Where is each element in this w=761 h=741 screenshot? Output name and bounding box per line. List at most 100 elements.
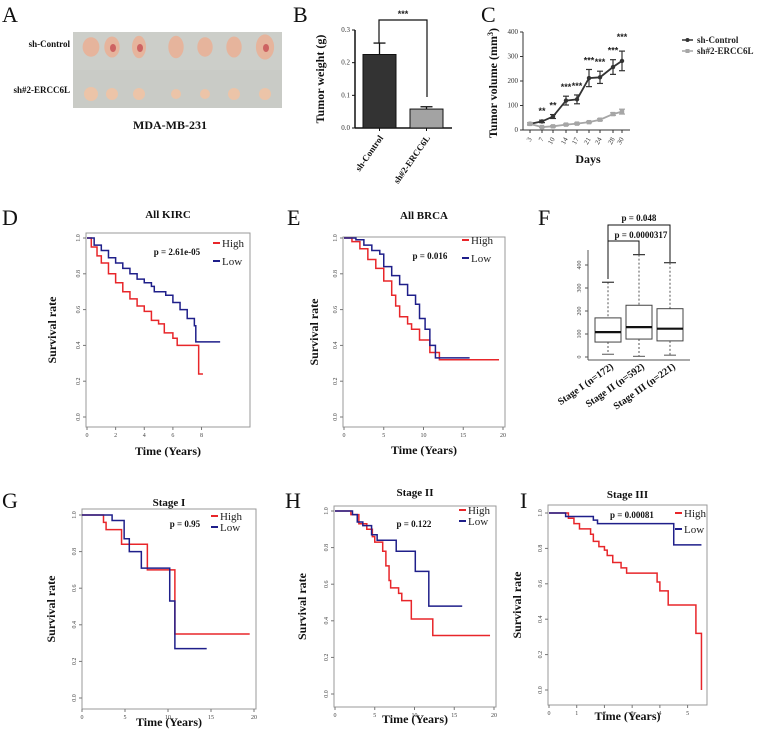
y-tick-label: 0.4 [538, 615, 544, 623]
significance-label: *** [398, 9, 409, 19]
x-tick-label: 4 [143, 433, 146, 439]
x-tick-label: 28 [606, 136, 617, 146]
y-tick-label: 0.8 [538, 545, 544, 553]
x-tick-label: 3 [525, 136, 534, 143]
x-tick-label: 20 [491, 713, 497, 719]
p-value: p = 0.122 [397, 519, 432, 529]
chart-title: Stage II [397, 487, 434, 499]
panel-label-a: A [2, 2, 18, 27]
chart-title: All BRCA [400, 210, 448, 222]
tumor-knockdown [171, 89, 181, 99]
y-tick-label: 100 [508, 102, 519, 110]
box [625, 304, 653, 340]
survival-curve-high [335, 510, 491, 637]
x-tick-label: sh-Control [353, 133, 385, 173]
legend-label: High [468, 505, 491, 517]
x-axis-label: Time (Years) [594, 709, 660, 723]
y-tick-label: 0.0 [341, 124, 350, 132]
tumor-blood-spot [137, 44, 143, 52]
y-tick-label: 1.0 [333, 234, 339, 242]
y-label-superscript: 3 [486, 32, 495, 36]
panel-i: 0.0 0.2 0.4 0.6 0.8 1.0 0 1 2 3 4 5 High Low p = 0.000… [510, 489, 708, 723]
y-tick-label: 0.0 [76, 413, 82, 421]
survival-curve-low [87, 237, 221, 343]
y-tick-label: 0.0 [324, 690, 330, 698]
legend-label: sh-Control [697, 35, 739, 45]
y-tick-label: 200 [508, 77, 519, 85]
tumor-knockdown [259, 88, 271, 100]
y-axis-label: Survival rate [45, 296, 59, 364]
x-tick-label: 10 [421, 433, 427, 439]
y-axis-label: Survival rate [44, 575, 58, 643]
legend-marker [685, 49, 690, 53]
x-tick-label: 7 [537, 136, 546, 143]
y-tick-label: 200 [577, 307, 583, 316]
chart-title: Stage I [153, 497, 186, 509]
row-label-control: sh-Control [29, 39, 71, 49]
comparison-bracket [607, 224, 671, 279]
y-tick-label: 0.8 [76, 270, 82, 278]
y-tick-label: 0 [577, 356, 583, 359]
y-tick-label: 0.6 [538, 580, 544, 588]
y-axis-label: Survival rate [510, 571, 524, 639]
x-tick-label: 5 [373, 713, 376, 719]
y-tick-label: 0.8 [72, 548, 78, 556]
survival-curve-high [82, 514, 250, 635]
tumor-control [82, 37, 100, 57]
y-tick-label: 0.0 [333, 413, 339, 421]
legend-label: sh#2-ERCC6L [697, 46, 754, 56]
tumor-control [197, 37, 213, 57]
plot-frame [342, 236, 506, 428]
x-tick-label: 0 [548, 711, 551, 717]
x-tick-label: sh#2-ERCC6L [392, 133, 433, 185]
y-tick-label: 0.6 [72, 584, 78, 592]
data-point [550, 114, 556, 119]
panel-b: 0.0 0.1 0.2 0.3 sh-Control sh#2-ERCC6L *** Tumo… [313, 9, 452, 185]
y-axis-label: Tumor weight (g) [313, 35, 327, 124]
data-point [527, 121, 533, 127]
panel-label-c: C [481, 2, 496, 27]
p-value: p = 2.61e-05 [154, 247, 201, 257]
row-label-knockdown: sh#2-ERCC6L [13, 85, 70, 95]
survival-curve-low [344, 237, 470, 359]
x-tick-label: 24 [593, 136, 604, 146]
y-tick-label: 0.8 [324, 544, 330, 552]
x-tick-label: 10 [546, 136, 557, 146]
tumor-knockdown [228, 88, 240, 100]
x-axis-label: Days [575, 152, 601, 166]
legend-label: Low [471, 253, 491, 265]
y-tick-label: 0.2 [324, 654, 330, 662]
x-tick-label: 0 [86, 433, 89, 439]
significance-mark: *** [595, 57, 606, 67]
significance-mark: *** [617, 32, 628, 42]
y-tick-label: 0.6 [333, 306, 339, 314]
data-point [574, 97, 580, 102]
y-tick-label: 300 [508, 53, 519, 61]
data-point [597, 117, 603, 122]
panel-d: 0.0 0.2 0.4 0.6 0.8 1.0 0 2 4 6 8 High Low p = 2.61e-… [45, 209, 251, 458]
y-tick-label: 0.4 [72, 621, 78, 629]
x-tick-label: 17 [570, 136, 581, 146]
tumor-knockdown [200, 89, 210, 99]
tumor-knockdown [106, 88, 118, 100]
x-tick-label: 2 [114, 433, 117, 439]
x-axis-label: Time (Years) [382, 712, 448, 726]
panel-label-g: G [2, 488, 18, 513]
survival-curve-low [335, 510, 463, 607]
legend-label: High [471, 235, 494, 247]
legend-marker [685, 38, 690, 42]
x-tick-label: 1 [575, 711, 578, 717]
legend-label: High [220, 511, 243, 523]
comparison-label: p = 0.0000317 [615, 230, 668, 240]
y-axis-label: Survival rate [307, 298, 321, 366]
legend-label: Low [684, 524, 704, 536]
tumor-control [226, 36, 242, 58]
tumor-blood-spot [263, 44, 269, 52]
survival-curve-high [549, 512, 703, 690]
data-point [539, 119, 545, 124]
x-tick-label: 5 [124, 715, 127, 721]
